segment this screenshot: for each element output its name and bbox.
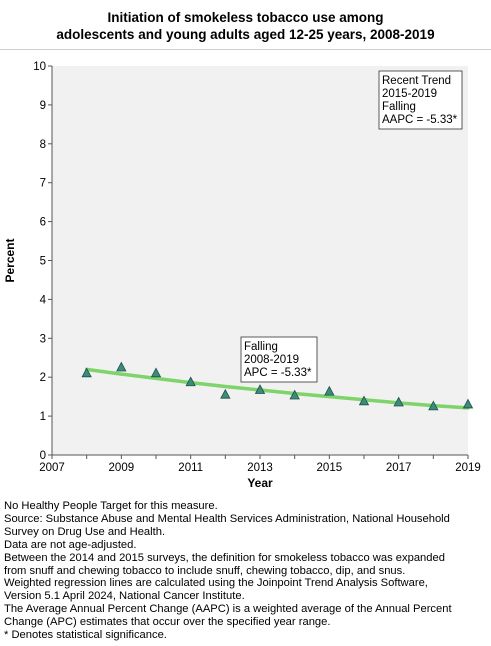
x-tick-label: 2015 <box>317 462 343 474</box>
x-tick-label: 2013 <box>247 462 273 474</box>
recent-trend-annotation-text: Falling <box>382 101 416 113</box>
y-tick-label: 2 <box>40 372 46 384</box>
title-divider <box>0 49 491 50</box>
data-point <box>462 398 474 409</box>
data-point <box>220 388 231 399</box>
overall-trend-annotation-box <box>240 336 318 383</box>
overall-trend-annotation-text: 2008-2019 <box>244 354 299 366</box>
data-point <box>81 367 92 378</box>
footnote-line: No Healthy People Target for this measur… <box>4 500 218 512</box>
data-point <box>289 389 300 400</box>
x-axis-title: Year <box>247 476 273 490</box>
chart-title: Initiation of smokeless tobacco use amon… <box>0 9 491 43</box>
y-tick-label: 3 <box>40 333 46 345</box>
data-point <box>150 367 162 378</box>
footnote-line: Between the 2014 and 2015 surveys, the d… <box>4 551 445 564</box>
footnote-line: Data are not age-adjusted. <box>4 538 137 551</box>
y-tick-label: 7 <box>40 178 46 190</box>
y-tick-label: 9 <box>40 100 46 112</box>
chart-area: 0 1 2 3 4 5 6 7 8 9 10 2007 2009 2011 2013 2015 2017 2019… <box>3 61 481 490</box>
footnotes: No Healthy People Target for this measur… <box>4 500 489 642</box>
x-tick-label: 2007 <box>39 462 65 474</box>
y-tick-label: 6 <box>40 217 46 229</box>
chart-title-line-2: adolescents and young adults aged 12-25 … <box>56 27 435 42</box>
recent-trend-annotation-text: 2015-2019 <box>382 88 437 100</box>
x-tick-label: 2011 <box>178 462 203 474</box>
data-point <box>324 385 335 396</box>
footnote-line: Weighted regression lines are calculated… <box>4 577 428 590</box>
overall-trend-annotation-text: Falling <box>244 341 278 353</box>
footnote-line: Source: Substance Abuse and Mental Healt… <box>4 512 450 525</box>
recent-trend-annotation-text: Recent Trend <box>382 75 451 87</box>
data-point <box>116 361 127 372</box>
footnote-line: from snuff and chewing tobacco to includ… <box>4 564 406 577</box>
footnote-line: Survey on Drug Use and Health. <box>4 525 166 538</box>
data-point <box>428 400 439 411</box>
data-point <box>358 395 370 406</box>
recent-trend-annotation-box <box>378 70 463 130</box>
footnote-line: Version 5.1 April 2024, National Cancer … <box>4 590 245 603</box>
y-tick-label: 4 <box>40 294 47 306</box>
x-tick-label: 2017 <box>386 462 412 474</box>
footnote-line: Change (APC) estimates that occur over t… <box>4 616 331 629</box>
trend-line <box>84 367 470 410</box>
y-tick-label: 8 <box>40 139 46 151</box>
footnote-line: * Denotes statistical significance. <box>4 629 167 642</box>
y-tick-label: 5 <box>40 256 46 268</box>
overall-trend-annotation-text: APC = -5.33* <box>244 367 312 379</box>
y-tick-label: 10 <box>33 61 46 73</box>
chart-title-line-1: Initiation of smokeless tobacco use amon… <box>107 10 384 25</box>
data-point <box>254 384 266 394</box>
x-tick-label: 2009 <box>109 462 135 474</box>
footnote-line: The Average Annual Percent Change (AAPC)… <box>4 603 452 616</box>
y-tick-label: 1 <box>40 411 46 423</box>
data-point <box>185 376 196 387</box>
y-tick-label: 0 <box>40 450 46 462</box>
data-point <box>393 396 404 407</box>
y-axis-title: Percent <box>3 238 17 282</box>
x-tick-label: 2019 <box>455 462 481 474</box>
recent-trend-annotation-text: AAPC = -5.33* <box>382 114 458 126</box>
